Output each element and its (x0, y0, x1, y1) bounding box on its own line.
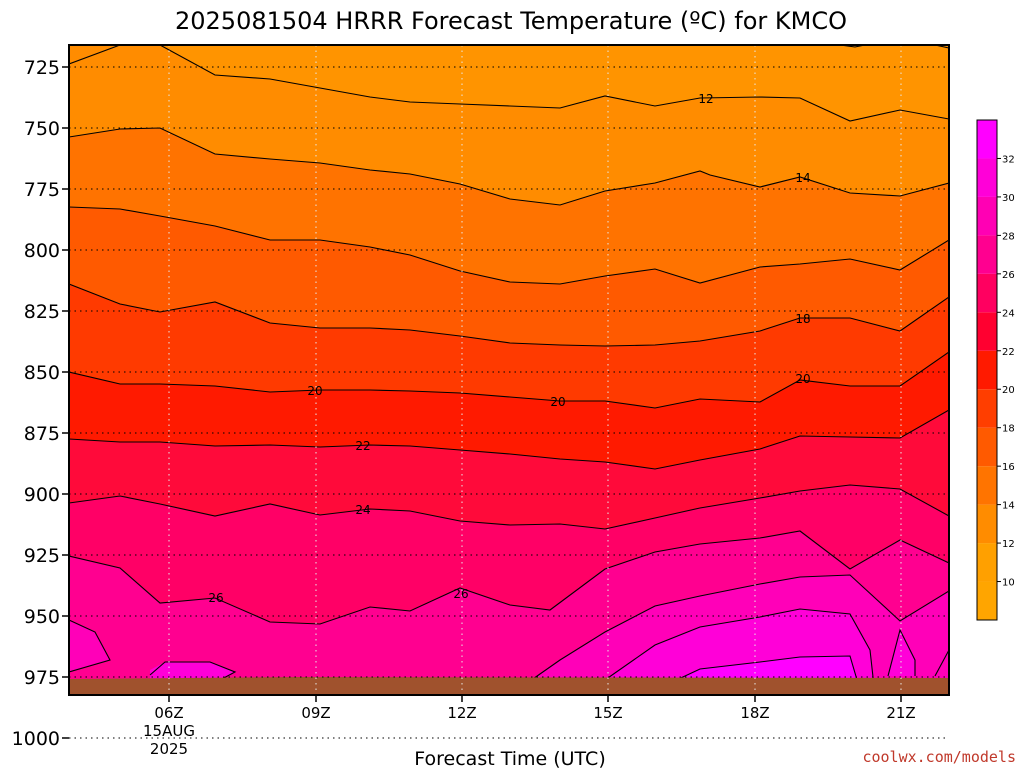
colorbar-tick-label: 24 (1002, 308, 1015, 319)
colorbar-tick-label: 28 (1002, 231, 1015, 242)
y-tick-label: 825 (24, 301, 60, 323)
contour-line-26 (69, 530, 949, 625)
colorbar-tick-label: 32 (1002, 154, 1015, 165)
colorbar-swatch (977, 427, 997, 467)
colorbar-tick-label: 16 (1002, 462, 1015, 473)
contour-line-30-small (149, 661, 237, 681)
y-tick-label: 1000 (12, 728, 60, 750)
contour-label: 18 (795, 312, 810, 326)
plot-frame (68, 44, 950, 696)
contour-line-12 (159, 45, 949, 122)
contour-line-18 (69, 283, 949, 347)
x-date-label-day: 15AUG (143, 722, 195, 740)
colorbar-swatch (977, 581, 997, 620)
contour-label: 12 (698, 92, 713, 106)
contour-line (69, 45, 121, 65)
contour-line (934, 649, 949, 677)
contour-label: 20 (550, 395, 565, 409)
band-28-30-left (69, 620, 110, 672)
contour-line-20 (69, 351, 949, 409)
colorbar-tick-label: 10 (1002, 578, 1015, 589)
colorbar-swatch (977, 158, 997, 197)
grid-lines (69, 45, 949, 739)
x-tick-label: 15Z (593, 704, 622, 722)
y-tick-label: 750 (24, 118, 60, 140)
colorbar: 10 12 14 16 18 20 22 24 26 28 30 32 (976, 119, 1015, 621)
contour-label: 22 (355, 439, 370, 453)
x-tick-label: 18Z (740, 704, 769, 722)
colorbar-swatch (977, 504, 997, 544)
colorbar-tick-label: 18 (1002, 424, 1015, 435)
colorbar-swatch (977, 196, 997, 236)
colorbar-swatch (977, 312, 997, 351)
colorbar-swatch (977, 543, 997, 582)
y-tick-label: 850 (24, 362, 60, 384)
contour-line-22 (69, 409, 949, 470)
contour-line-32 (654, 655, 861, 691)
contour-line-30 (569, 608, 876, 695)
colorbar-tick-label: 20 (1002, 385, 1015, 396)
contour-label: 26 (208, 591, 223, 605)
colorbar-tick-label: 14 (1002, 501, 1015, 512)
x-date-label-year: 2025 (150, 740, 188, 758)
contour-labels: 12 14 18 20 20 20 22 24 26 26 (208, 92, 810, 605)
colorbar-frame (976, 119, 998, 621)
y-tick-label: 900 (24, 484, 60, 506)
y-tick-label: 875 (24, 423, 60, 445)
colorbar-swatch (977, 466, 997, 505)
y-tick-label: 950 (24, 606, 60, 628)
contour-line-28-left (69, 619, 111, 673)
colorbar-swatch (977, 235, 997, 274)
x-tick-label: 09Z (301, 704, 330, 722)
x-axis-title: Forecast Time (UTC) (414, 748, 605, 768)
y-tick-label: 975 (24, 667, 60, 689)
y-tick-label: 925 (24, 545, 60, 567)
contour-label: 14 (795, 171, 810, 185)
colorbar-tick-label: 30 (1002, 193, 1015, 204)
x-tick-label: 21Z (886, 704, 915, 722)
y-tick-label: 775 (24, 179, 60, 201)
y-tick-label: 800 (24, 240, 60, 262)
band-30-32-right (888, 630, 915, 676)
x-tick-label: 06Z (154, 704, 183, 722)
contour-label: 20 (795, 372, 810, 386)
band-30-32-small (150, 662, 235, 680)
contour-lines (69, 45, 949, 695)
contour-line-24 (69, 484, 949, 530)
contour-line-14 (69, 127, 949, 206)
colorbar-swatch (977, 120, 997, 159)
credit-text: coolwx.com/models (862, 748, 1016, 766)
colorbar-swatch (977, 389, 997, 428)
y-axis: 725 750 775 800 825 850 875 900 925 950 975 1000 (12, 57, 69, 750)
temperature-bands (69, 45, 949, 695)
colorbar-tick-label: 12 (1002, 539, 1015, 550)
y-tick-label: 725 (24, 57, 60, 79)
colorbar-swatch (977, 350, 997, 390)
chart-title: 2025081504 HRRR Forecast Temperature (ºC… (175, 7, 847, 35)
contour-label: 20 (307, 384, 322, 398)
colorbar-tick-label: 26 (1002, 270, 1015, 281)
contour-label: 26 (453, 587, 468, 601)
ground-surface (69, 677, 949, 695)
x-tick-label: 12Z (447, 704, 476, 722)
contour-label: 24 (355, 503, 370, 517)
contour-line-16 (69, 206, 949, 285)
x-axis: 06Z 09Z 12Z 15Z 18Z 21Z (154, 695, 916, 722)
colorbar-tick-label: 22 (1002, 347, 1015, 358)
contour-line-28 (509, 574, 949, 695)
contour-line-30-right (887, 628, 916, 677)
band-10-12 (69, 45, 949, 121)
colorbar-swatch (977, 273, 997, 313)
